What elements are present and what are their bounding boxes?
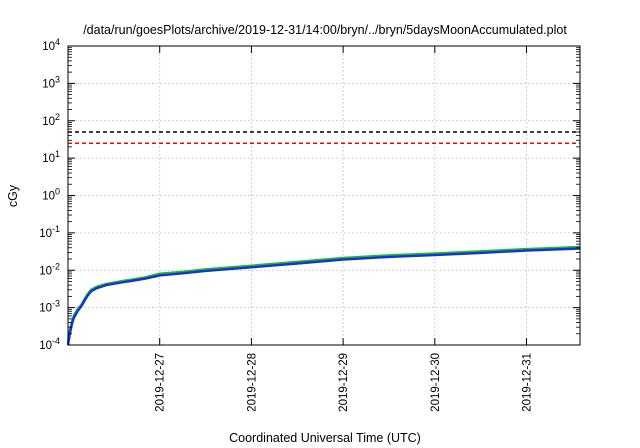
- x-tick-labels: 2019-12-27 2019-12-28 2019-12-29 2019-12-30…: [155, 353, 534, 412]
- x-tick-label: 2019-12-27: [155, 353, 167, 412]
- y-tick-labels: 10-4 10-3 10-2 10-1 100 101 102 103 104: [39, 37, 60, 352]
- y-tick-label: 100: [42, 187, 60, 203]
- y-axis-label: cGy: [6, 184, 20, 207]
- x-tick-label: 2019-12-31: [522, 353, 534, 412]
- y-tick-label: 104: [42, 37, 60, 53]
- grid-lines: [68, 46, 580, 345]
- chart-title: /data/run/goesPlots/archive/2019-12-31/1…: [83, 23, 567, 37]
- y-tick-label: 10-2: [39, 261, 60, 277]
- x-tick-label: 2019-12-29: [338, 353, 350, 412]
- y-tick-label: 10-1: [39, 224, 60, 240]
- y-tick-label: 103: [42, 74, 60, 90]
- x-axis-label: Coordinated Universal Time (UTC): [229, 431, 421, 445]
- series-lines: [66, 245, 581, 346]
- y-tick-label: 102: [42, 112, 60, 128]
- axis-ticks: [68, 45, 580, 346]
- x-tick-label: 2019-12-30: [430, 353, 442, 412]
- reference-lines: [68, 131, 580, 145]
- y-tick-label: 10-4: [39, 336, 60, 352]
- y-tick-label: 101: [42, 149, 60, 165]
- x-tick-label: 2019-12-28: [246, 353, 258, 412]
- series-line: [66, 247, 581, 346]
- y-tick-label: 10-3: [39, 299, 60, 315]
